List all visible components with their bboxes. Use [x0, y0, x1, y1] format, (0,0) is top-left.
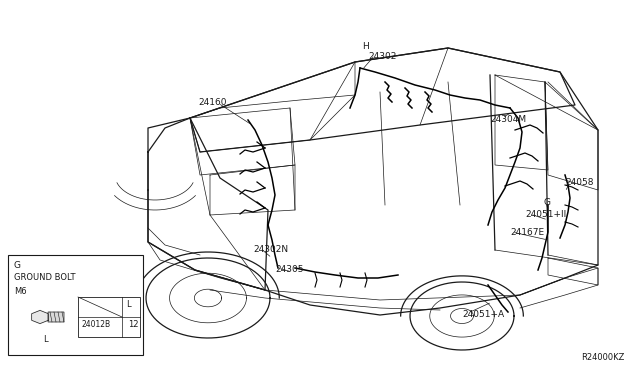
Text: 24012B: 24012B [81, 320, 110, 329]
Polygon shape [32, 310, 48, 324]
Text: 24160: 24160 [198, 98, 227, 107]
Text: G: G [543, 198, 550, 207]
Text: L: L [126, 300, 131, 309]
Text: 24051+A: 24051+A [462, 310, 504, 319]
Text: 24302N: 24302N [253, 245, 288, 254]
Text: H: H [362, 42, 369, 51]
FancyBboxPatch shape [48, 312, 64, 322]
Text: L: L [43, 335, 47, 344]
Text: M6: M6 [14, 287, 27, 296]
Text: R24000KZ: R24000KZ [582, 353, 625, 362]
Text: G: G [14, 261, 21, 270]
Text: 24302: 24302 [368, 52, 396, 61]
Text: 24167E: 24167E [510, 228, 544, 237]
Text: 12: 12 [128, 320, 138, 329]
Text: 24051+II: 24051+II [525, 210, 566, 219]
Text: GROUND BOLT: GROUND BOLT [14, 273, 76, 282]
Bar [8, 255, 143, 355]
Text: 24305: 24305 [275, 265, 303, 274]
Text: 24304M: 24304M [490, 115, 526, 124]
Text: 24058: 24058 [565, 178, 593, 187]
Bar [78, 297, 140, 337]
